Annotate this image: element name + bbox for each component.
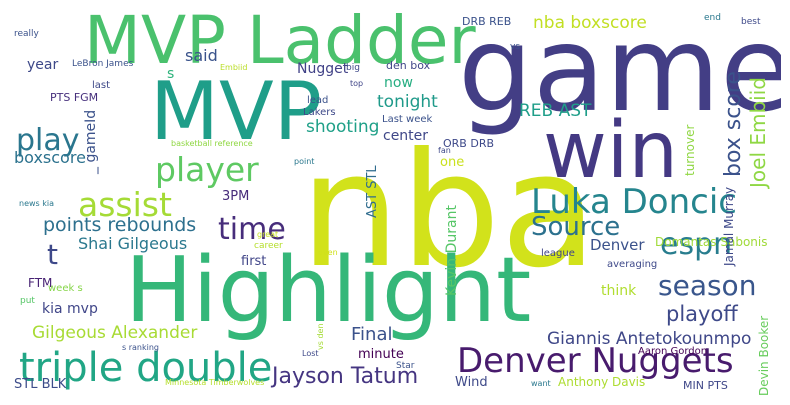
word-final: Final — [351, 324, 393, 345]
word-embiid: Embiid — [220, 63, 248, 72]
word-source: Source — [531, 212, 621, 242]
word-averaging: averaging — [607, 259, 658, 270]
word-denver-nuggets: Denver Nuggets — [457, 341, 734, 381]
word-mvp: MVP — [150, 65, 322, 158]
word-reb-ast: REB AST — [519, 101, 592, 121]
word-highlight: Highlight — [125, 238, 532, 343]
word-think: think — [601, 283, 637, 299]
word-center: center — [383, 128, 429, 144]
word-nba-boxscore: nba boxscore — [533, 13, 647, 33]
word-stl-blk: STL BLK — [14, 377, 67, 392]
word-even: even — [318, 248, 338, 257]
word-last: last — [92, 80, 111, 91]
word-nba: nba — [300, 119, 598, 303]
word-orb-drb: ORB DRB — [443, 137, 495, 150]
word-time: time — [218, 212, 286, 247]
word-end: end — [704, 13, 721, 23]
word-career: career — [254, 241, 283, 251]
word-basketball-reference: basketball reference — [171, 139, 253, 148]
word-big: big — [346, 63, 360, 73]
word-mvp-ladder: MVP Ladder — [84, 8, 476, 79]
word-aaron-gordon: Aaron Gordon — [638, 346, 708, 357]
word-anthony-davis: Anthony Davis — [558, 375, 646, 389]
word-year: year — [27, 57, 59, 73]
word-jayson-tatum: Jayson Tatum — [272, 364, 419, 389]
word-3pm: 3PM — [222, 189, 250, 204]
word-lost: Lost — [302, 349, 319, 358]
word-jamal-murray: Jamal Murray — [722, 186, 736, 266]
word-box-score: box score — [721, 71, 746, 177]
word-t: t — [47, 238, 58, 271]
word-boxscore: boxscore — [14, 148, 86, 167]
word-point: point — [294, 157, 315, 166]
word-one: one — [440, 155, 465, 170]
word-minnesota: Minnesota Timberwolves — [165, 378, 265, 387]
word-shooting: shooting — [306, 117, 380, 137]
word-assist: assist — [78, 185, 172, 224]
word-game: game — [458, 8, 781, 138]
word-star: Star — [396, 361, 415, 371]
word-lead: lead — [307, 95, 329, 106]
word-turnover: turnover — [683, 124, 697, 176]
word-win: win — [543, 106, 678, 196]
word-gameid: _ gameId — [83, 109, 99, 174]
word-denver: Denver — [590, 236, 645, 254]
word-want: want — [531, 379, 551, 388]
word-last-week: Last week — [382, 114, 433, 125]
word-vs: vs — [510, 42, 521, 52]
word-really: really — [14, 29, 39, 39]
word-kevin-durant: Kevin Durant — [444, 205, 460, 296]
word-joel-embiid: Joel Embiid — [746, 77, 770, 188]
word-play: play — [16, 123, 80, 158]
word-espn: espn — [660, 227, 733, 262]
word-best: best — [741, 17, 761, 27]
word-gilgeous-alexander: Gilgeous Alexander — [32, 323, 198, 343]
word-fan: fan — [438, 146, 451, 155]
word-kia-mvp: kia mvp — [42, 301, 98, 317]
word-playoff: playoff — [666, 302, 738, 326]
word-first: first — [241, 254, 267, 269]
word-said: said — [185, 46, 218, 65]
word-great: great — [257, 230, 279, 239]
word-triple-double: triple double — [19, 345, 273, 391]
word-s-mid: s — [167, 66, 175, 82]
word-cloud: nba game Highlight MVP Ladder MVP win tr… — [10, 8, 781, 396]
word-lebron: LeBron James — [72, 59, 134, 69]
word-vs-den: vs den — [316, 323, 325, 350]
word-domantas: Domantas Sabonis — [655, 235, 768, 249]
word-wind: Wind — [455, 375, 488, 390]
word-minute: minute — [358, 347, 404, 362]
word-devin-booker: Devin Booker — [757, 315, 771, 396]
word-tonight: tonight — [377, 92, 438, 112]
word-drb-reb: DRB REB — [462, 15, 512, 28]
word-league: league — [541, 248, 575, 259]
word-pts-fgm: PTS FGM — [50, 91, 99, 104]
word-top: top — [350, 79, 364, 88]
word-week-s: week s — [48, 283, 83, 294]
word-now: now — [384, 75, 413, 91]
word-season: season — [658, 269, 757, 302]
word-news-kia: news kia — [19, 199, 55, 208]
word-ast-stl: AST STL — [365, 165, 380, 218]
word-nugget: Nugget — [297, 61, 349, 77]
word-lakers: Lakers — [303, 107, 336, 118]
word-put: put — [20, 296, 35, 306]
word-luka-doncic: Luka Doncic — [531, 182, 737, 222]
word-giannis: Giannis Antetokounmpo — [547, 329, 752, 349]
word-den-box: den box — [386, 59, 431, 72]
word-min-pts: MIN PTS — [683, 379, 728, 392]
word-ftm: FTM — [28, 276, 53, 290]
word-shai-gilgeous: Shai Gilgeous — [78, 234, 188, 253]
word-points-rebounds: points rebounds — [43, 214, 197, 236]
word-player: player — [155, 150, 259, 189]
word-s-ranking: s ranking — [122, 343, 159, 352]
